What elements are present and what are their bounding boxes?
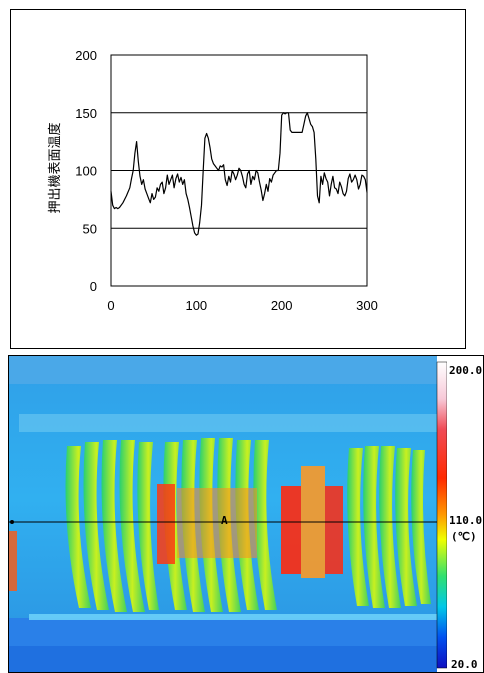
- y-tick-label: 100: [75, 164, 97, 179]
- cursor-label: A: [221, 514, 228, 527]
- x-tick-label: 0: [107, 298, 114, 313]
- y-tick-label: 0: [90, 279, 97, 294]
- x-tick-label: 300: [356, 298, 378, 313]
- hot-zone-band-5: [325, 486, 343, 574]
- temperature-scale-bar: [436, 361, 448, 669]
- x-tick-label: 200: [271, 298, 293, 313]
- hot-zone-band-3: [281, 486, 301, 574]
- y-tick-label: 50: [83, 221, 97, 236]
- heater-coil-group-right: [347, 446, 431, 608]
- plot-area-frame: [110, 54, 368, 287]
- thermal-top-band: [9, 356, 437, 384]
- series-line-0: [110, 112, 368, 236]
- x-tick-label: 100: [185, 298, 207, 313]
- cursor-left-marker: [10, 520, 14, 524]
- machine-base: [9, 618, 437, 646]
- hot-zone-band-2: [177, 488, 257, 558]
- scale-unit-label: (℃): [451, 530, 477, 543]
- machine-base-lower: [9, 646, 437, 672]
- scale-min-label: 20.0: [451, 658, 478, 671]
- chart-panel: 0 50 100 150 200 0 100 200 300 押出機表面温度: [10, 9, 466, 349]
- machine-base-rail: [29, 614, 437, 620]
- scale-mid-label: 110.0: [449, 514, 482, 527]
- line-chart: 0 50 100 150 200 0 100 200 300 押出機表面温度: [47, 48, 378, 313]
- heater-coil-group-left: [65, 440, 159, 612]
- thermal-frame-beam: [19, 414, 437, 432]
- hot-spot-edge: [9, 531, 17, 591]
- y-tick-label: 200: [75, 48, 97, 63]
- temperature-scale-panel: [447, 356, 483, 672]
- scale-max-label: 200.0: [449, 364, 482, 377]
- hot-zone-band-1: [157, 484, 175, 564]
- thermal-image: A 200.0 110.0 (℃) 20.0: [8, 355, 484, 673]
- y-axis-label: 押出機表面温度: [47, 122, 63, 213]
- y-tick-label: 150: [75, 106, 97, 121]
